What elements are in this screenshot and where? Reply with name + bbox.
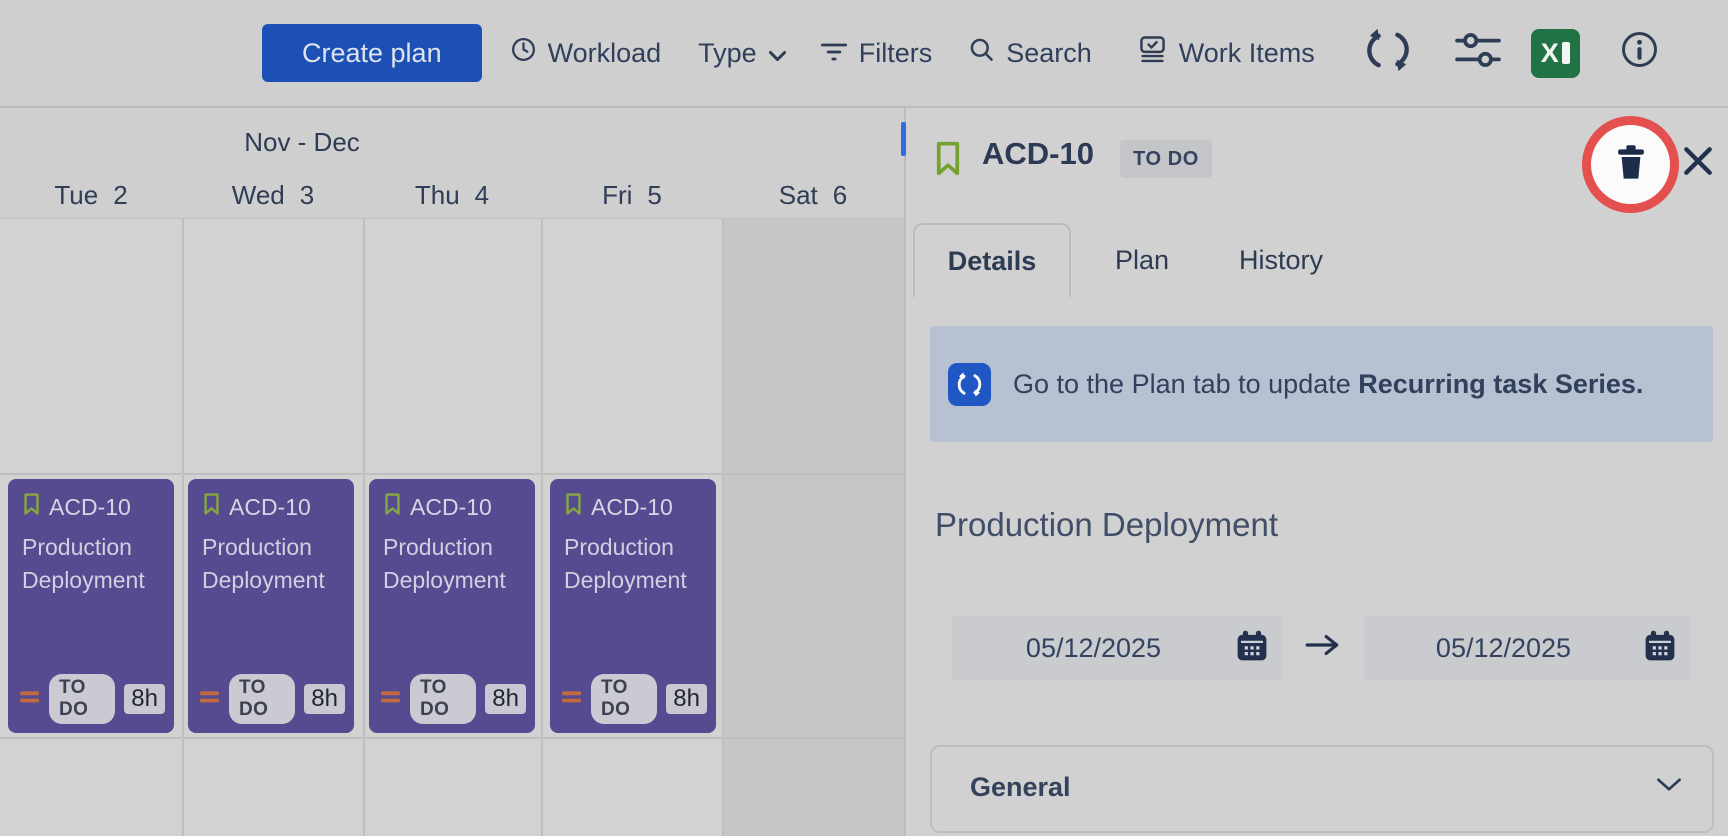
type-dropdown[interactable]: Type bbox=[698, 38, 787, 69]
priority-medium-icon bbox=[380, 690, 401, 709]
day-header-tue: Tue 2 bbox=[54, 180, 128, 210]
card-key: ACD-10 bbox=[591, 493, 673, 520]
card-title: Production Deployment bbox=[383, 534, 506, 593]
status-badge: TO DO bbox=[410, 674, 477, 724]
general-section-label: General bbox=[970, 772, 1071, 802]
filters-label: Filters bbox=[858, 37, 933, 68]
delete-task-button[interactable] bbox=[1582, 116, 1679, 213]
chevron-down-icon bbox=[1656, 777, 1682, 797]
calendar-icon[interactable] bbox=[1643, 629, 1677, 668]
work-items-icon bbox=[1137, 35, 1168, 72]
bookmark-icon bbox=[564, 492, 583, 522]
excel-export-icon[interactable]: X bbox=[1530, 28, 1580, 78]
tab-history[interactable]: History bbox=[1239, 244, 1324, 275]
calendar-header bbox=[0, 108, 905, 219]
grid-line bbox=[0, 473, 905, 475]
grid-line bbox=[0, 737, 905, 739]
bookmark-icon bbox=[202, 492, 221, 522]
bookmark-icon bbox=[383, 492, 402, 522]
task-title: Production Deployment bbox=[935, 506, 1279, 543]
info-button[interactable] bbox=[1620, 30, 1659, 76]
priority-medium-icon bbox=[199, 690, 220, 709]
end-date-field[interactable]: 05/12/2025 bbox=[1364, 616, 1690, 680]
end-date-value: 05/12/2025 bbox=[1435, 632, 1572, 663]
bookmark-icon bbox=[933, 140, 963, 182]
estimate-badge: 8h bbox=[485, 684, 526, 714]
status-badge: TO DO bbox=[49, 674, 116, 724]
month-range-label: Nov - Dec bbox=[244, 127, 360, 157]
view-settings-button[interactable] bbox=[1454, 30, 1501, 77]
day-header-fri: Fri 5 bbox=[602, 180, 662, 210]
estimate-badge: 8h bbox=[124, 684, 165, 714]
sync-button[interactable] bbox=[1365, 27, 1411, 80]
filter-lines-icon bbox=[820, 38, 848, 69]
grid-line bbox=[182, 219, 184, 836]
task-card[interactable]: ACD-10 Production Deployment TO DO 8h bbox=[369, 479, 535, 733]
close-panel-button[interactable] bbox=[1678, 141, 1718, 186]
tab-plan[interactable]: Plan bbox=[1115, 244, 1170, 275]
start-date-field[interactable]: 05/12/2025 bbox=[952, 616, 1282, 680]
clock-icon bbox=[510, 36, 537, 70]
task-card[interactable]: ACD-10 Production Deployment TO DO 8h bbox=[8, 479, 174, 733]
grid-line bbox=[363, 219, 365, 836]
task-detail-panel: ACD-10 TO DO Details Plan History bbox=[906, 108, 1728, 836]
search-label: Search bbox=[1006, 37, 1092, 68]
search-icon bbox=[968, 36, 995, 70]
card-title: Production Deployment bbox=[22, 534, 145, 593]
calendar-icon[interactable] bbox=[1235, 629, 1269, 668]
recurring-icon bbox=[948, 362, 991, 406]
banner-message: Go to the Plan tab to update Recurring t… bbox=[1013, 369, 1644, 399]
info-icon bbox=[1620, 30, 1659, 76]
sliders-icon bbox=[1454, 30, 1501, 77]
arrow-right-icon bbox=[1304, 632, 1342, 663]
day-header-sat: Sat 6 bbox=[778, 180, 848, 210]
toolbar: Create plan Workload Type Filters Search bbox=[0, 0, 1728, 108]
tab-details[interactable]: Details bbox=[913, 223, 1071, 297]
task-card[interactable]: ACD-10 Production Deployment TO DO 8h bbox=[550, 479, 716, 733]
trash-icon bbox=[1613, 143, 1649, 186]
recurring-task-banner: Go to the Plan tab to update Recurring t… bbox=[930, 326, 1713, 442]
chevron-down-icon bbox=[768, 38, 787, 69]
work-items-button[interactable]: Work Items bbox=[1137, 35, 1315, 72]
work-items-label: Work Items bbox=[1178, 37, 1315, 68]
grid-line bbox=[722, 219, 724, 836]
sync-icon bbox=[1365, 27, 1411, 80]
card-key: ACD-10 bbox=[49, 493, 131, 520]
panel-resize-handle[interactable] bbox=[901, 122, 906, 156]
create-plan-button[interactable]: Create plan bbox=[262, 24, 482, 82]
type-label: Type bbox=[698, 37, 757, 68]
day-header-thu: Thu 4 bbox=[414, 180, 490, 210]
estimate-badge: 8h bbox=[666, 684, 707, 714]
estimate-badge: 8h bbox=[304, 684, 345, 714]
day-header-wed: Wed 3 bbox=[231, 180, 315, 210]
card-key: ACD-10 bbox=[410, 493, 492, 520]
search-button[interactable]: Search bbox=[968, 36, 1092, 70]
status-badge: TO DO bbox=[1120, 140, 1212, 178]
card-title: Production Deployment bbox=[202, 534, 325, 593]
bookmark-icon bbox=[22, 492, 41, 522]
priority-medium-icon bbox=[561, 690, 582, 709]
priority-medium-icon bbox=[19, 690, 40, 709]
weekend-column-shade bbox=[722, 219, 905, 836]
workload-label: Workload bbox=[547, 37, 662, 68]
card-key: ACD-10 bbox=[229, 493, 311, 520]
panel-tabs: Details Plan History bbox=[913, 223, 1323, 297]
workload-button[interactable]: Workload bbox=[510, 36, 662, 70]
panel-divider[interactable] bbox=[904, 108, 906, 836]
filters-button[interactable]: Filters bbox=[820, 37, 933, 69]
date-range-row: 05/12/2025 05/12/2025 bbox=[906, 616, 1728, 680]
timeline-calendar: Nov - Dec Tue 2 Wed 3 Thu 4 Fri 5 Sat 6 ACD-1… bbox=[0, 108, 905, 836]
start-date-value: 05/12/2025 bbox=[1025, 632, 1162, 663]
status-badge: TO DO bbox=[591, 674, 658, 724]
grid-line bbox=[541, 219, 543, 836]
status-badge: TO DO bbox=[229, 674, 296, 724]
task-card[interactable]: ACD-10 Production Deployment TO DO 8h bbox=[188, 479, 354, 733]
task-key: ACD-10 bbox=[982, 136, 1094, 171]
general-section[interactable]: General bbox=[930, 745, 1714, 833]
card-title: Production Deployment bbox=[564, 534, 687, 593]
